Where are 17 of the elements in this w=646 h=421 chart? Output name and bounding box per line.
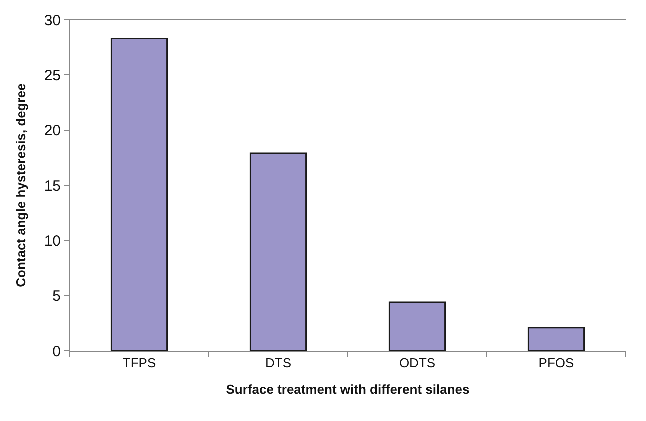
bar [528, 327, 586, 351]
y-tick-label: 25 [44, 67, 61, 84]
x-tick-label: ODTS [399, 356, 436, 371]
y-tick-label: 20 [44, 122, 61, 140]
bar [388, 302, 446, 351]
x-axis-title: Surface treatment with different silanes [226, 382, 470, 398]
y-tick-label: 15 [44, 178, 61, 195]
x-tick-label: PFOS [538, 356, 575, 371]
y-axis-title: Contact angle hysteresis, degree [13, 84, 28, 288]
y-tick-label: 10 [44, 232, 61, 250]
y-tick-label: 0 [52, 343, 61, 360]
x-tick-label: DTS [266, 356, 292, 371]
bar [110, 38, 168, 351]
y-tick-label: 30 [44, 12, 61, 30]
bar [250, 152, 308, 351]
x-tick-label: TFPS [122, 356, 156, 371]
y-tick-label: 5 [52, 288, 61, 306]
